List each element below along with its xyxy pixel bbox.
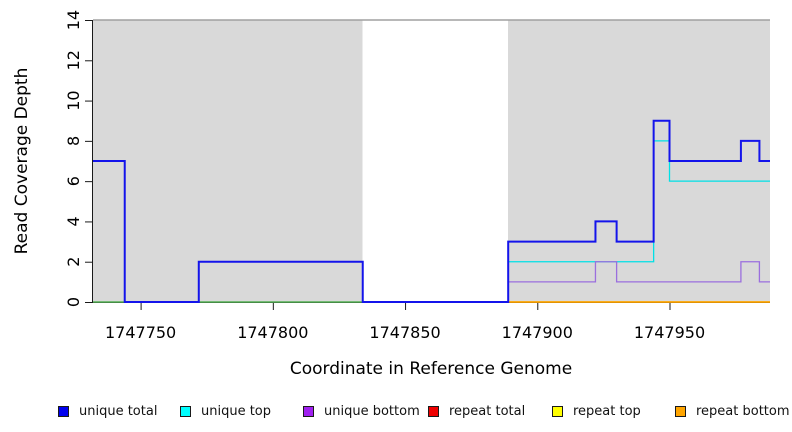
y-tick-label: 10 xyxy=(64,90,83,110)
legend-item-repeat-bottom: repeat bottom xyxy=(675,402,790,420)
legend-label: unique bottom xyxy=(324,403,420,419)
series-unique-bottom xyxy=(508,261,770,283)
legend-item-repeat-top: repeat top xyxy=(552,402,641,420)
y-tick-label: 12 xyxy=(64,50,83,70)
y-tick-label: 14 xyxy=(64,10,83,30)
x-tick-label: 1747800 xyxy=(237,323,308,342)
legend-label: repeat total xyxy=(449,403,526,419)
y-tick-label: 0 xyxy=(64,297,83,307)
y-axis-title: Read Coverage Depth xyxy=(12,68,32,255)
shaded-region-left xyxy=(93,20,363,302)
legend-item-unique-total: unique total xyxy=(58,402,157,420)
x-tick-label: 1747850 xyxy=(369,323,440,342)
plot-background-regions xyxy=(93,20,770,302)
legend-item-unique-top: unique top xyxy=(180,402,271,420)
repeat-bottom-swatch-icon xyxy=(675,405,686,417)
legend-item-unique-bottom: unique bottom xyxy=(303,402,420,420)
y-tick-label: 6 xyxy=(64,176,83,186)
series-unique-top xyxy=(508,140,770,263)
y-tick-label: 4 xyxy=(64,216,83,226)
legend-label: repeat top xyxy=(573,403,641,419)
legend-label: unique top xyxy=(201,403,272,419)
y-tick-label: 8 xyxy=(64,136,83,146)
x-axis-title: Coordinate in Reference Genome xyxy=(290,359,572,379)
legend-item-repeat-total: repeat total xyxy=(428,402,525,420)
x-tick-label: 1747900 xyxy=(502,323,573,342)
gap-region xyxy=(362,20,509,302)
tick-labels: 1747750 1747800 1747850 1747900 1747950 0 2 4 6 8… xyxy=(64,10,705,342)
unique-top-swatch-icon xyxy=(180,405,191,417)
repeat-total-swatch-icon xyxy=(428,405,439,417)
legend: unique total unique top unique bottom re… xyxy=(0,402,792,420)
legend-label: repeat bottom xyxy=(696,403,790,419)
unique-bottom-swatch-icon xyxy=(303,405,314,417)
y-tick-label: 2 xyxy=(64,257,83,267)
series-unique-total xyxy=(93,119,770,303)
unique-total-swatch-icon xyxy=(58,405,69,417)
repeat-top-swatch-icon xyxy=(552,405,563,417)
coverage-chart: 1747750 1747800 1747850 1747900 1747950 0 2 4 6 8… xyxy=(12,10,770,379)
x-tick-label: 1747950 xyxy=(634,323,705,342)
legend-label: unique total xyxy=(79,403,158,419)
series-lines xyxy=(93,119,770,303)
x-tick-label: 1747750 xyxy=(105,323,176,342)
